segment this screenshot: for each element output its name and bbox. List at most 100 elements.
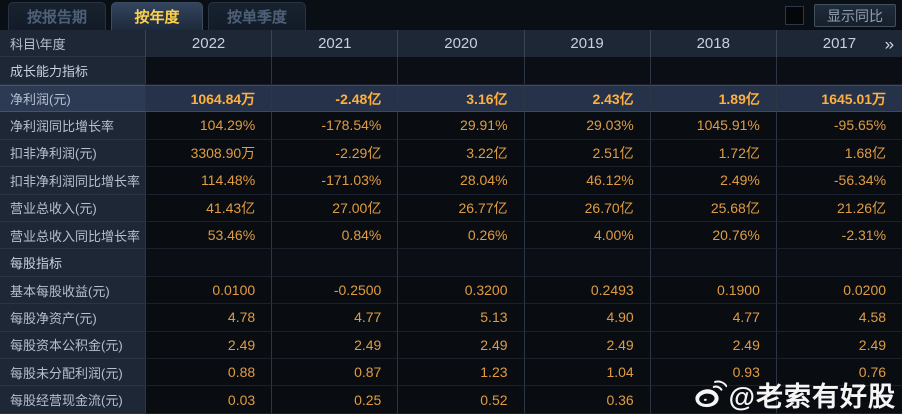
value-cell: -2.31% (775, 221, 902, 250)
value-cell: 0.3200 (397, 276, 524, 305)
row-label: 每股净资产(元) (0, 304, 145, 332)
table-row: 每股净资产(元) 4.78 4.77 5.13 4.90 4.77 4.58 (0, 304, 902, 332)
value-cell (145, 249, 272, 277)
value-cell: 28.04% (397, 167, 524, 195)
value-cell: 4.90 (523, 304, 650, 332)
value-cell (775, 57, 902, 85)
value-cell: 1645.01万 (775, 84, 902, 113)
year-header-2017: 2017» (775, 30, 902, 58)
period-tabbar: 按报告期 按年度 按单季度 显示同比 (0, 0, 902, 30)
value-cell: 0.88 (145, 359, 272, 387)
value-cell: 0.93 (649, 359, 776, 387)
value-cell: 4.77 (649, 304, 776, 332)
value-cell: 1.89亿 (649, 84, 776, 113)
value-cell: 29.03% (523, 112, 650, 140)
table-row: 每股资本公积金(元) 2.49 2.49 2.49 2.49 2.49 2.49 (0, 331, 902, 360)
value-cell: 0.03 (145, 386, 272, 414)
row-label: 每股指标 (0, 249, 145, 277)
value-cell: 26.77亿 (397, 194, 524, 222)
value-cell: 1.72亿 (649, 139, 776, 168)
value-cell: 2.49 (145, 331, 272, 360)
value-cell (397, 57, 524, 85)
value-cell: 1.04 (523, 359, 650, 387)
year-header-2021: 2021 (271, 30, 397, 58)
value-cell (775, 249, 902, 277)
tab-by-single-quarter[interactable]: 按单季度 (208, 2, 307, 30)
row-label: 净利润(元) (0, 84, 145, 113)
value-cell: 41.43亿 (145, 194, 272, 222)
value-cell (649, 249, 776, 277)
value-cell: 21.26亿 (775, 194, 902, 222)
value-cell: 5.13 (397, 304, 524, 332)
value-cell: 0.0100 (145, 276, 272, 305)
value-cell: 4.00% (523, 221, 650, 250)
table-header-row: 科目\年度 2022 2021 2020 2019 2018 2017» (0, 30, 902, 58)
value-cell: 0.25 (271, 386, 398, 414)
value-cell: 0.2493 (523, 276, 650, 305)
value-cell: 53.46% (145, 221, 272, 250)
row-label: 净利润同比增长率 (0, 112, 145, 140)
value-cell: 1.68亿 (775, 139, 902, 168)
value-cell: 3308.90万 (145, 139, 272, 168)
value-cell: 1064.84万 (145, 84, 272, 113)
value-cell: 26.70亿 (523, 194, 650, 222)
value-cell (145, 57, 272, 85)
value-cell (271, 57, 398, 85)
value-cell: 2.51亿 (523, 139, 650, 168)
table-row: 每股经营现金流(元) 0.03 0.25 0.52 0.36 (0, 386, 902, 414)
value-cell (523, 57, 650, 85)
value-cell: 2.49 (649, 331, 776, 360)
value-cell: 2.49 (775, 331, 902, 360)
table-row: 扣非净利润(元) 3308.90万 -2.29亿 3.22亿 2.51亿 1.72亿 1.6… (0, 139, 902, 168)
value-cell: 20.76% (649, 221, 776, 250)
row-label: 扣非净利润同比增长率 (0, 167, 145, 195)
value-cell: 3.22亿 (397, 139, 524, 168)
row-label: 成长能力指标 (0, 57, 145, 85)
table-row: 营业总收入同比增长率 53.46% 0.84% 0.26% 4.00% 20.76% -2.… (0, 221, 902, 250)
value-cell: 3.16亿 (397, 84, 524, 113)
year-header-2018: 2018 (649, 30, 776, 58)
tab-by-report-period[interactable]: 按报告期 (8, 2, 107, 30)
value-cell: -95.65% (775, 112, 902, 140)
table-row: 净利润同比增长率 104.29% -178.54% 29.91% 29.03% 1045.… (0, 112, 902, 140)
value-cell: 114.48% (145, 167, 272, 195)
table-row: 营业总收入(元) 41.43亿 27.00亿 26.77亿 26.70亿 25.68亿 21… (0, 194, 902, 222)
value-cell: 0.26% (397, 221, 524, 250)
value-cell: -2.48亿 (271, 84, 398, 113)
value-cell: 1045.91% (649, 112, 776, 140)
value-cell: 2.49 (397, 331, 524, 360)
row-label: 营业总收入(元) (0, 194, 145, 222)
value-cell: 0.84% (271, 221, 398, 250)
value-cell (775, 386, 902, 414)
section-row: 成长能力指标 (0, 57, 902, 85)
row-label: 营业总收入同比增长率 (0, 221, 145, 250)
show-yoy-checkbox[interactable] (785, 6, 804, 25)
table-row: 每股未分配利润(元) 0.88 0.87 1.23 1.04 0.93 0.76 (0, 359, 902, 387)
table-row: 净利润(元) 1064.84万 -2.48亿 3.16亿 2.43亿 1.89亿 1645.… (0, 84, 902, 113)
financial-table: 科目\年度 2022 2021 2020 2019 2018 2017» 成长能力指标 净利… (0, 30, 902, 414)
value-cell: -178.54% (271, 112, 398, 140)
value-cell: -171.03% (271, 167, 398, 195)
value-cell: 0.1900 (649, 276, 776, 305)
year-header-2020: 2020 (397, 30, 523, 58)
value-cell: 2.43亿 (523, 84, 650, 113)
value-cell: 4.77 (271, 304, 398, 332)
value-cell (649, 57, 776, 85)
year-header-2019: 2019 (523, 30, 650, 58)
value-cell: 0.36 (523, 386, 650, 414)
value-cell (523, 249, 650, 277)
value-cell: 46.12% (523, 167, 650, 195)
value-cell: 0.87 (271, 359, 398, 387)
more-years-icon[interactable]: » (884, 34, 895, 54)
value-cell: 29.91% (397, 112, 524, 140)
row-label: 每股未分配利润(元) (0, 359, 145, 387)
tab-by-year[interactable]: 按年度 (111, 2, 204, 30)
value-cell: 4.78 (145, 304, 272, 332)
value-cell: 27.00亿 (271, 194, 398, 222)
row-label: 每股经营现金流(元) (0, 386, 145, 414)
show-yoy-button[interactable]: 显示同比 (814, 4, 896, 27)
value-cell: -2.29亿 (271, 139, 398, 168)
value-cell (397, 249, 524, 277)
value-cell (271, 249, 398, 277)
